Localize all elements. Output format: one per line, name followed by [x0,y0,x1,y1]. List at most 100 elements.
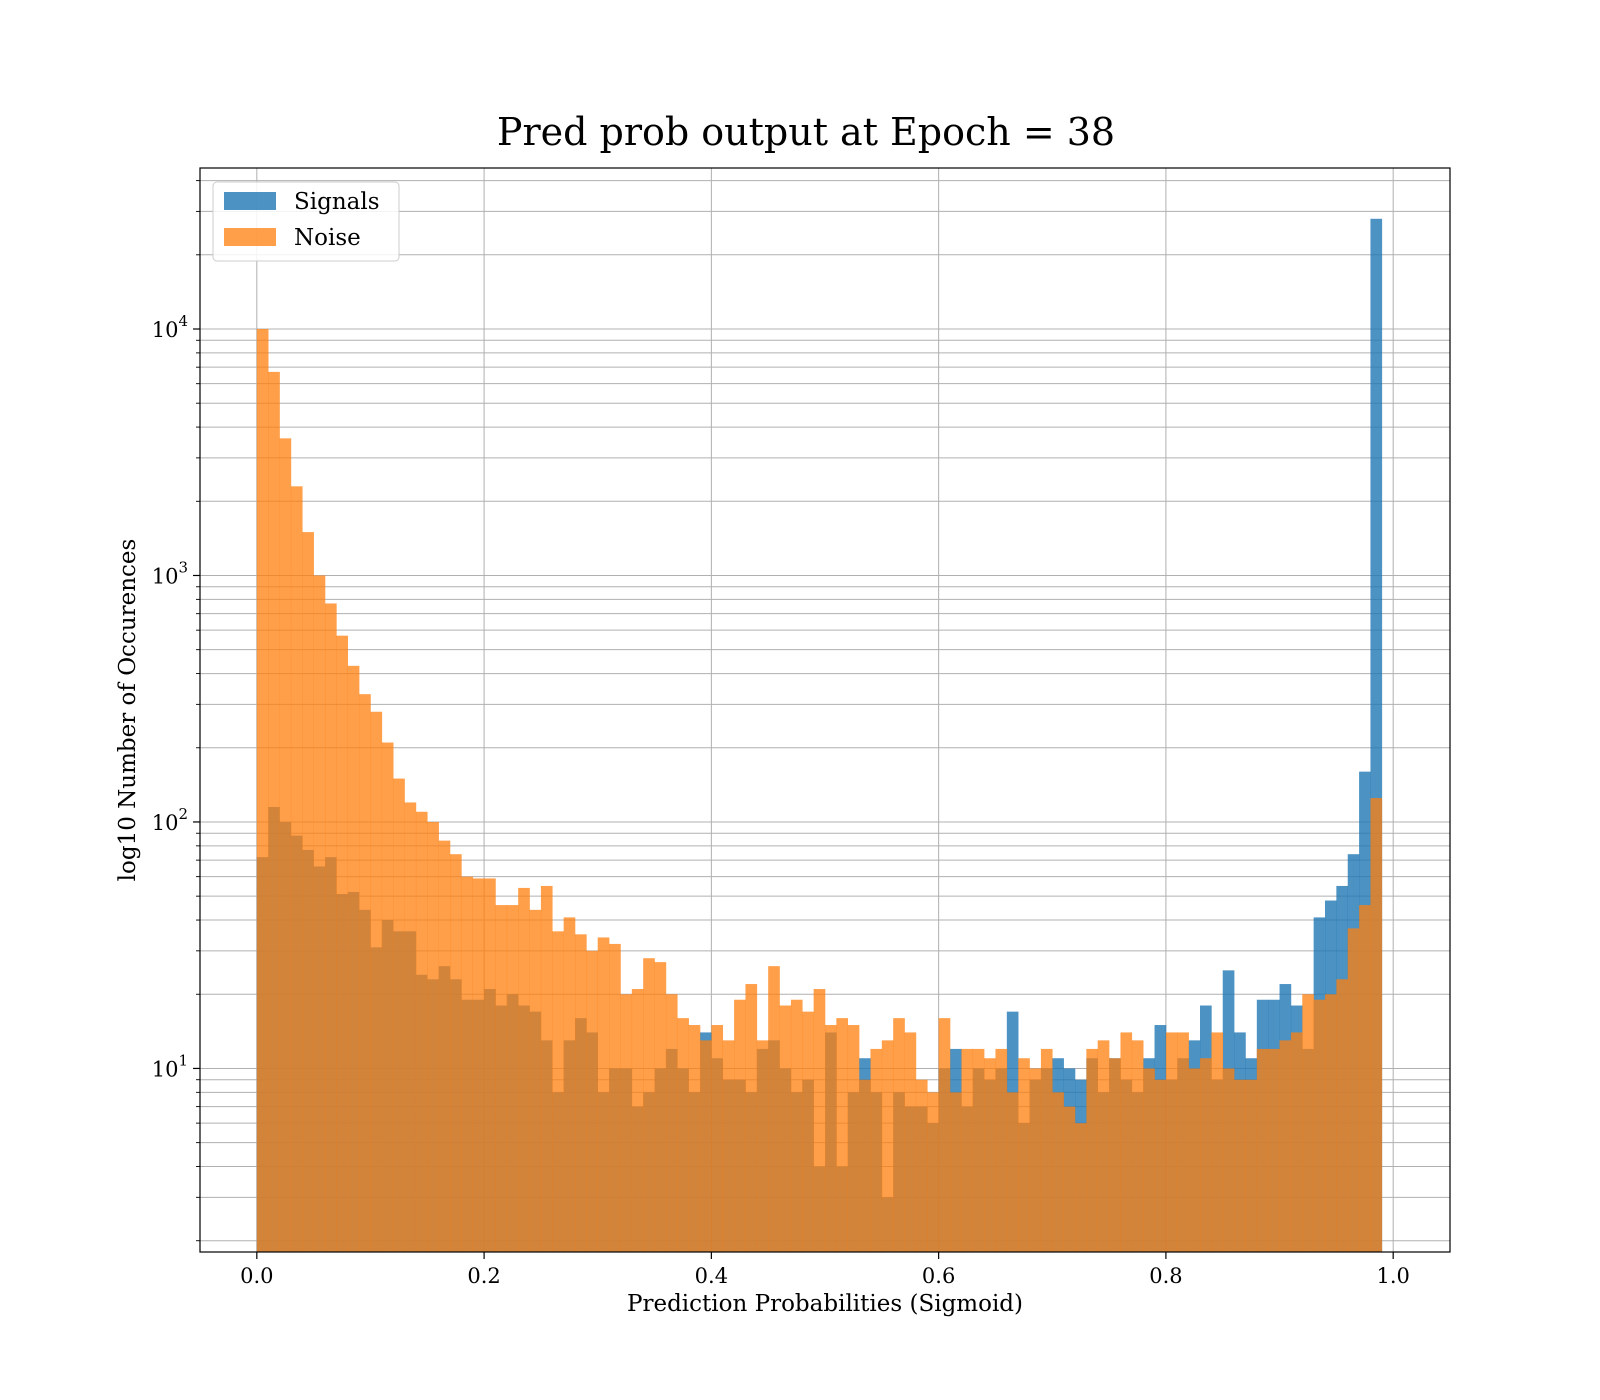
bar-noise [825,1025,837,1252]
plot-frame [199,167,1451,1253]
bar-noise [756,1040,769,1252]
bar-noise [415,811,428,1252]
ticks: 0.0 0.2 0.4 0.6 0.8 1.0 101 102 103 104 [152,180,1410,1288]
bar-noise [472,878,485,1252]
series-noise [256,329,1383,1253]
bar-noise [1006,1092,1019,1252]
bar-noise [802,1011,814,1252]
bar-noise [461,876,474,1252]
bar-noise [325,603,337,1252]
x-tick-label: 0.4 [695,1264,728,1288]
bar-noise [381,742,394,1252]
legend: Signals Noise [212,181,400,262]
y-tick-label: 104 [152,312,188,342]
bar-noise [1336,979,1349,1252]
bar-noise [734,999,746,1252]
bar-noise [1359,905,1371,1252]
bar-noise [972,1048,985,1252]
bar-noise [336,635,349,1252]
bar-noise [836,1018,849,1252]
bar-noise [495,905,508,1252]
bar-noise [529,909,542,1252]
bar-noise [518,887,530,1252]
bar-noise [609,943,621,1252]
bar-noise [677,1018,689,1252]
y-axis-label: log10 Number of Occurences [115,539,141,882]
bar-noise [1154,1079,1167,1252]
bar-noise [1211,1032,1224,1252]
bars [256,218,1383,1253]
bar-noise [1052,1092,1064,1252]
bar-noise [575,934,587,1252]
bar-noise [1313,999,1326,1252]
bar-noise [302,532,314,1252]
bar-noise [1040,1048,1053,1252]
bar-noise [915,1079,928,1252]
bar-noise [665,994,678,1252]
legend-label-noise: Noise [294,225,361,251]
bar-noise [688,1025,701,1252]
bar-noise [870,1048,883,1252]
bar-noise [961,1048,974,1252]
bar-signals [1370,218,1383,1253]
bar-noise [1120,1032,1133,1252]
x-tick-label: 0.8 [1149,1264,1182,1288]
bar-noise [597,937,610,1252]
bar-noise [1302,994,1314,1252]
bar-noise [1143,1068,1155,1252]
bar-noise [256,329,269,1252]
bar-noise [450,854,462,1252]
bar-noise [643,958,655,1252]
bar-noise [586,950,599,1252]
x-tick-label: 0.2 [467,1264,500,1288]
bar-noise [1279,1040,1292,1252]
bar-noise [427,821,439,1252]
bar-noise [1268,1048,1280,1252]
bar-noise [393,778,405,1252]
bar-noise [1075,1123,1087,1252]
x-tick-label: 1.0 [1376,1264,1409,1288]
bar-noise [1188,1068,1201,1252]
bar-noise [722,1040,735,1252]
bar-noise [893,1018,905,1252]
bar-noise [1131,1040,1144,1252]
bar-noise [313,575,326,1252]
bar-noise [995,1048,1008,1252]
bar-noise [563,917,576,1252]
bar-noise [347,665,360,1252]
bar-noise [279,438,292,1252]
bar-noise [1165,1032,1178,1252]
bar-noise [506,905,519,1252]
y-tick-label: 102 [152,805,188,835]
bar-noise [700,1040,712,1252]
bar-noise [745,984,758,1252]
chart-title: Pred prob output at Epoch = 38 [497,110,1115,154]
bar-noise [654,962,667,1252]
bar-noise [1200,1058,1212,1252]
bar-noise [984,1058,996,1252]
bar-noise [711,1025,724,1252]
bar-noise [950,1092,962,1252]
bar-noise [904,1032,917,1252]
bar-noise [1370,798,1383,1252]
bar-noise [1290,1032,1303,1252]
bar-noise [1018,1058,1030,1252]
bar-noise [1177,1032,1189,1252]
x-axis-label: Prediction Probabilities (Sigmoid) [627,1291,1023,1317]
bar-noise [290,486,303,1253]
legend-label-signals: Signals [294,189,380,215]
bar-noise [1063,1106,1076,1252]
bar-noise [552,931,564,1252]
bar-noise [1086,1048,1099,1252]
x-tick-label: 0.0 [240,1264,273,1288]
bar-noise [359,694,371,1252]
bar-noise [768,966,780,1252]
legend-swatch-noise [224,228,276,246]
bar-noise [847,1025,860,1252]
bar-noise [1234,1079,1246,1252]
legend-swatch-signals [224,192,276,210]
bar-noise [1109,1058,1121,1252]
bar-noise [859,1079,871,1252]
bar-noise [370,711,383,1252]
bar-noise [938,1018,951,1252]
